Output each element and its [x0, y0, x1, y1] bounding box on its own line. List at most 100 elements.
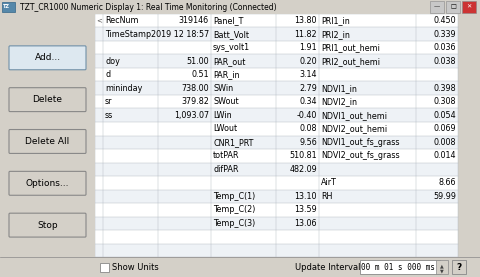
- Text: AirT: AirT: [321, 178, 337, 187]
- Text: Temp_C(2): Temp_C(2): [213, 205, 255, 214]
- Text: NDVI1_out_hemi: NDVI1_out_hemi: [321, 111, 387, 120]
- Text: 3.14: 3.14: [300, 70, 317, 79]
- Bar: [95, 55, 458, 68]
- Text: totPAR: totPAR: [213, 151, 240, 160]
- Text: doy: doy: [105, 57, 120, 66]
- Bar: [95, 68, 458, 81]
- Text: 8.66: 8.66: [439, 178, 456, 187]
- Bar: [430, 1, 444, 13]
- Text: 0.308: 0.308: [433, 97, 456, 106]
- Text: Stop: Stop: [37, 221, 58, 230]
- FancyBboxPatch shape: [9, 171, 86, 195]
- FancyBboxPatch shape: [9, 88, 86, 112]
- Bar: [436, 260, 448, 274]
- Text: NDVI2_in: NDVI2_in: [321, 97, 357, 106]
- Text: Delete All: Delete All: [25, 137, 70, 146]
- Bar: [360, 260, 440, 274]
- Text: mininday: mininday: [105, 84, 143, 93]
- Text: 1.91: 1.91: [300, 43, 317, 52]
- Text: 0.038: 0.038: [433, 57, 456, 66]
- Text: 0.34: 0.34: [300, 97, 317, 106]
- Text: LWout: LWout: [213, 124, 237, 133]
- Text: ?: ?: [456, 263, 462, 272]
- Text: 51.00: 51.00: [186, 57, 209, 66]
- Text: Options...: Options...: [26, 179, 69, 188]
- Text: 0.339: 0.339: [433, 30, 456, 39]
- Text: □: □: [450, 4, 456, 9]
- Text: Temp_C(1): Temp_C(1): [213, 192, 255, 201]
- Text: 13.59: 13.59: [294, 205, 317, 214]
- Text: Show Units: Show Units: [112, 263, 159, 272]
- Text: PRI1_in: PRI1_in: [321, 16, 350, 25]
- Text: -0.40: -0.40: [297, 111, 317, 120]
- Text: sys_volt1: sys_volt1: [213, 43, 250, 52]
- Text: NDVI2_out_hemi: NDVI2_out_hemi: [321, 124, 387, 133]
- Bar: [95, 135, 458, 149]
- Bar: [95, 230, 458, 243]
- Text: NDVI1_out_fs_grass: NDVI1_out_fs_grass: [321, 138, 399, 147]
- Text: 13.10: 13.10: [295, 192, 317, 201]
- Bar: [95, 163, 458, 176]
- Text: Temp_C(3): Temp_C(3): [213, 219, 255, 228]
- Bar: [462, 1, 476, 13]
- Text: CNR1_PRT: CNR1_PRT: [213, 138, 253, 147]
- Text: RecNum: RecNum: [105, 16, 139, 25]
- Bar: [95, 217, 458, 230]
- Text: 11.82: 11.82: [294, 30, 317, 39]
- Text: TimeStamp: TimeStamp: [105, 30, 151, 39]
- Bar: [446, 1, 460, 13]
- Text: SWin: SWin: [213, 84, 233, 93]
- Text: 0.51: 0.51: [192, 70, 209, 79]
- Text: 2.79: 2.79: [299, 84, 317, 93]
- Text: 13.06: 13.06: [295, 219, 317, 228]
- Text: Add...: Add...: [35, 53, 60, 62]
- Bar: [95, 122, 458, 135]
- Text: Panel_T: Panel_T: [213, 16, 243, 25]
- FancyBboxPatch shape: [9, 213, 86, 237]
- Bar: [100, 263, 109, 272]
- Text: ▼: ▼: [440, 268, 444, 273]
- Text: NDVI2_out_fs_grass: NDVI2_out_fs_grass: [321, 151, 400, 160]
- Text: d: d: [105, 70, 110, 79]
- Text: TZ: TZ: [3, 4, 10, 9]
- Text: Delete: Delete: [33, 95, 62, 104]
- Bar: [95, 243, 458, 257]
- Text: RH: RH: [321, 192, 332, 201]
- Text: 0.450: 0.450: [433, 16, 456, 25]
- Bar: [95, 149, 458, 163]
- Bar: [2, 2, 15, 12]
- Bar: [95, 14, 458, 27]
- Text: SWout: SWout: [213, 97, 239, 106]
- Text: 0.398: 0.398: [433, 84, 456, 93]
- Bar: [95, 81, 458, 95]
- Text: 0.069: 0.069: [433, 124, 456, 133]
- Bar: [95, 176, 458, 189]
- Text: 379.82: 379.82: [181, 97, 209, 106]
- Bar: [95, 95, 458, 109]
- Text: 1,093.07: 1,093.07: [174, 111, 209, 120]
- Text: 0.08: 0.08: [300, 124, 317, 133]
- Text: 2019 12 18:57: 2019 12 18:57: [151, 30, 209, 39]
- Text: 9.56: 9.56: [299, 138, 317, 147]
- Text: 13.80: 13.80: [295, 16, 317, 25]
- Text: 510.81: 510.81: [289, 151, 317, 160]
- Text: difPAR: difPAR: [213, 165, 239, 174]
- Text: ss: ss: [105, 111, 113, 120]
- Text: <: <: [96, 18, 102, 24]
- Text: PRI2_in: PRI2_in: [321, 30, 350, 39]
- Bar: [95, 27, 458, 41]
- Text: 59.99: 59.99: [433, 192, 456, 201]
- FancyBboxPatch shape: [9, 130, 86, 153]
- Text: 0.008: 0.008: [433, 138, 456, 147]
- FancyBboxPatch shape: [9, 46, 86, 70]
- Text: PRI1_out_hemi: PRI1_out_hemi: [321, 43, 380, 52]
- Text: 0.036: 0.036: [433, 43, 456, 52]
- Text: PAR_out: PAR_out: [213, 57, 245, 66]
- Text: 00 m 01 s 000 ms: 00 m 01 s 000 ms: [361, 263, 435, 272]
- Text: 0.20: 0.20: [300, 57, 317, 66]
- Bar: [452, 260, 466, 274]
- Text: 738.00: 738.00: [181, 84, 209, 93]
- Bar: [95, 203, 458, 217]
- Text: ✕: ✕: [467, 4, 472, 9]
- Bar: [95, 189, 458, 203]
